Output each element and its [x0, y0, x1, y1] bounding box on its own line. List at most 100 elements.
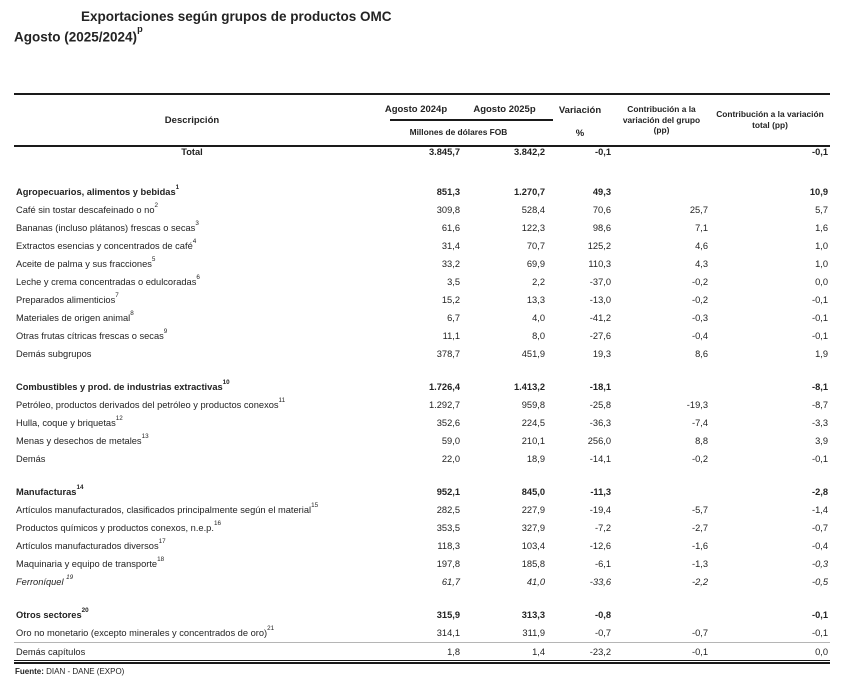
cell-var: 70,6 [592, 205, 611, 215]
cell-var: -27,6 [589, 331, 611, 341]
cell-var: -11,3 [590, 487, 611, 497]
cell-v2024: 11,1 [442, 331, 460, 341]
row-label: Demás capítulos [16, 646, 86, 657]
row-label: Petróleo, productos derivados del petról… [16, 396, 286, 411]
row-label: Agropecuarios, alimentos y bebidas1 [16, 183, 180, 198]
cell-var: -18,1 [589, 382, 611, 392]
row-label: Extractos esencias y concentrados de caf… [16, 237, 197, 252]
table-row: Leche y crema concentradas o edulcoradas… [14, 273, 830, 291]
table-row: Menas y desechos de metales13 59,0 210,1 25… [14, 432, 830, 450]
table-row: Petróleo, productos derivados del petról… [14, 396, 830, 414]
row-footnote-number: 14 [76, 483, 84, 491]
table-row: Extractos esencias y concentrados de caf… [14, 237, 830, 255]
row-label: Artículos manufacturados diversos17 [16, 537, 166, 552]
cell-tot: 10,9 [809, 187, 828, 197]
row-footnote-number: 15 [311, 501, 319, 509]
cell-v2024: 952,1 [436, 487, 460, 497]
cell-grp: -0,4 [691, 331, 708, 341]
header-variation-percent: % [575, 128, 585, 139]
table-section: Combustibles y prod. de industrias extra… [14, 378, 830, 468]
cell-v2024: 15,2 [441, 295, 460, 305]
cell-tot: -8,7 [811, 400, 828, 410]
cell-grp: 4,6 [695, 241, 708, 251]
cell-v2024: 33,2 [441, 259, 460, 269]
cell-grp: 4,3 [695, 259, 708, 269]
source-label: Fuente: [15, 667, 44, 676]
cell-tot: -0,3 [811, 559, 828, 569]
table-row: Hulla, coque y briquetas12 352,6 224,5 -36,… [14, 414, 830, 432]
table-row: Preparados alimenticios7 15,2 13,3 -13,0 -0,… [14, 291, 830, 309]
group-header-row: Agropecuarios, alimentos y bebidas1 851,3… [14, 183, 830, 201]
cell-v2025: 959,8 [521, 400, 545, 410]
row-label: Ferroníquel 19 [16, 573, 74, 588]
cell-grp: -2,7 [691, 523, 708, 533]
cell-v2024: 61,7 [441, 577, 460, 587]
exports-table: Descripción Agosto 2024p Agosto 2025p Mi… [14, 93, 830, 676]
row-label: Productos químicos y productos conexos, … [16, 519, 221, 534]
cell-tot: 0,0 [815, 277, 828, 287]
cell-grp: -1,6 [691, 541, 708, 551]
cell-grp: 8,8 [695, 436, 708, 446]
row-label: Menas y desechos de metales13 [16, 432, 149, 447]
cell-v2024: 353,5 [436, 523, 460, 533]
cell-var: 49,3 [592, 187, 611, 197]
row-label: Preparados alimenticios7 [16, 291, 119, 306]
table-row: Artículos manufacturados, clasificados p… [14, 501, 830, 519]
cell-tot: -0,7 [811, 523, 828, 533]
cell-var: -14,1 [589, 454, 611, 464]
cell-v2024: 61,6 [441, 223, 460, 233]
table-section: Agropecuarios, alimentos y bebidas1 851,3… [14, 183, 830, 363]
cell-v2025: 13,3 [526, 295, 545, 305]
group-header-row: Combustibles y prod. de industrias extra… [14, 378, 830, 396]
total-row: Total 3.845,7 3.842,2 -0,1 -0,1 [14, 147, 830, 165]
cell-var: -0,7 [594, 628, 611, 638]
total-variation: -0,1 [594, 147, 611, 157]
cell-v2024: 314,1 [436, 628, 460, 638]
cell-grp: -7,4 [691, 418, 708, 428]
cell-var: -6,1 [594, 559, 611, 569]
cell-v2025: 18,9 [526, 454, 545, 464]
subtitle-text: Agosto (2025/2024) [14, 29, 138, 45]
cell-v2024: 851,3 [436, 187, 460, 197]
header-description: Descripción [164, 114, 220, 126]
row-label: Otras frutas cítricas frescas o secas9 [16, 327, 168, 342]
row-label: Otros sectores20 [16, 606, 89, 621]
cell-v2025: 528,4 [521, 205, 545, 215]
cell-var: 110,3 [588, 259, 611, 269]
table-row: Aceite de palma y sus fracciones5 33,2 69,… [14, 255, 830, 273]
cell-grp: -5,7 [691, 505, 708, 515]
table-row: Materiales de origen animal8 6,7 4,0 -41,2 -… [14, 309, 830, 327]
cell-var: -12,6 [589, 541, 611, 551]
source-note: Fuente: DIAN - DANE (EXPO) [14, 667, 830, 676]
cell-tot: -0,5 [811, 577, 828, 587]
page-title: Exportaciones según grupos de productos … [81, 9, 392, 24]
cell-v2025: 327,9 [521, 523, 545, 533]
header-units: Millones de dólares FOB [409, 127, 508, 137]
cell-grp: 25,7 [689, 205, 708, 215]
header-agosto-2025: Agosto 2025p [473, 104, 536, 115]
cell-v2024: 282,5 [436, 505, 460, 515]
cell-v2025: 2,2 [532, 277, 545, 287]
cell-grp: -0,3 [691, 313, 708, 323]
cell-tot: -0,1 [811, 331, 828, 341]
row-label: Café sin tostar descafeinado o no2 [16, 201, 159, 216]
cell-var: -19,4 [589, 505, 611, 515]
cell-var: 125,2 [587, 241, 611, 251]
row-label: Demás [16, 454, 46, 464]
row-footnote-number: 20 [81, 606, 89, 614]
row-footnote-number: 18 [157, 555, 165, 563]
total-label: Total [181, 147, 203, 157]
cell-v2025: 69,9 [526, 259, 545, 269]
header-variation: Variación % [547, 95, 613, 145]
table-bottom-border [14, 660, 830, 664]
cell-var: -13,0 [589, 295, 611, 305]
row-footnote-number: 9 [163, 327, 168, 335]
cell-var: 19,3 [592, 349, 611, 359]
cell-v2025: 227,9 [521, 505, 545, 515]
cell-grp: -19,3 [686, 400, 708, 410]
row-footnote-number: 6 [196, 273, 200, 281]
cell-v2024: 1.292,7 [428, 400, 460, 410]
cell-var: -36,3 [589, 418, 611, 428]
cell-v2025: 1.413,2 [513, 382, 545, 392]
